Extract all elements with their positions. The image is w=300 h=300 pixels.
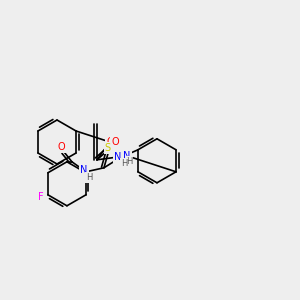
Text: H: H (126, 157, 132, 166)
Text: N: N (123, 151, 131, 161)
Text: O: O (106, 137, 114, 147)
Text: N: N (114, 152, 122, 162)
Text: H: H (121, 159, 127, 168)
Text: S: S (105, 143, 111, 153)
Text: N: N (80, 165, 88, 175)
Text: H: H (86, 173, 92, 182)
Text: O: O (111, 137, 119, 147)
Text: O: O (57, 142, 65, 152)
Text: F: F (38, 192, 44, 202)
